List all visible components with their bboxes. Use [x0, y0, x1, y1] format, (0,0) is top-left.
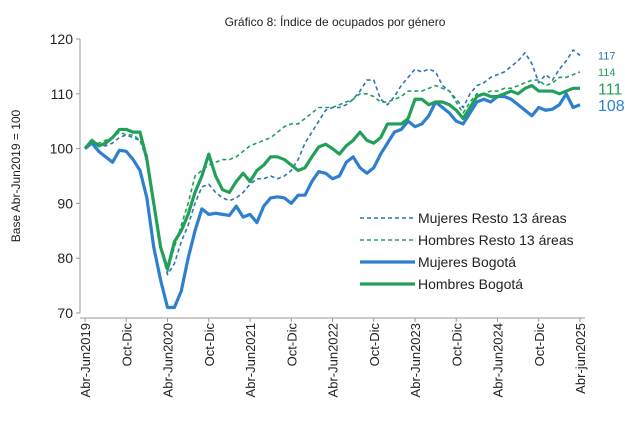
x-tick-label: Oct-Dic: [367, 323, 382, 367]
legend-label: Mujeres Resto 13 áreas: [418, 210, 567, 226]
legend-label: Hombres Bogotá: [418, 276, 523, 292]
series-line: [83, 83, 580, 271]
end-label: 114: [598, 67, 616, 79]
x-tick-label: Oct-Dic: [119, 323, 134, 367]
chart-title: Gráfico 8: Índice de ocupados por género: [225, 14, 446, 29]
y-tick-label: 100: [50, 141, 74, 157]
y-tick-label: 70: [57, 305, 73, 321]
x-tick-label: Abr-jun2025: [573, 323, 588, 394]
x-tick-label: Oct-Dic: [449, 323, 464, 367]
x-tick-label: Oct-Dic: [532, 323, 547, 367]
end-label: 111: [598, 81, 622, 98]
end-label: 117: [598, 50, 616, 62]
legend-label: Hombres Resto 13 áreas: [418, 232, 574, 248]
y-tick-label: 110: [51, 86, 74, 102]
end-label: 108: [598, 98, 625, 115]
x-tick-label: Oct-Dic: [202, 323, 217, 367]
legend-label: Mujeres Bogotá: [418, 254, 516, 270]
y-axis-label: Base Abr-Jun2019 = 100: [9, 109, 23, 242]
x-tick-label: Abr-Jun2021: [243, 323, 258, 397]
x-tick-label: Abr-Jun2023: [408, 323, 423, 397]
x-tick-label: Abr-Jun2019: [78, 323, 93, 397]
x-tick-label: Abr-Jun2020: [161, 323, 176, 397]
x-tick-label: Abr-Jun2022: [326, 323, 341, 397]
series-line: [84, 71, 581, 273]
x-tick-label: Oct-Dic: [284, 323, 299, 367]
x-tick-label: Abr-Jun2024: [491, 323, 506, 397]
y-tick-label: 90: [57, 195, 73, 211]
y-tick-label: 120: [50, 31, 74, 47]
y-tick-label: 80: [57, 250, 73, 266]
